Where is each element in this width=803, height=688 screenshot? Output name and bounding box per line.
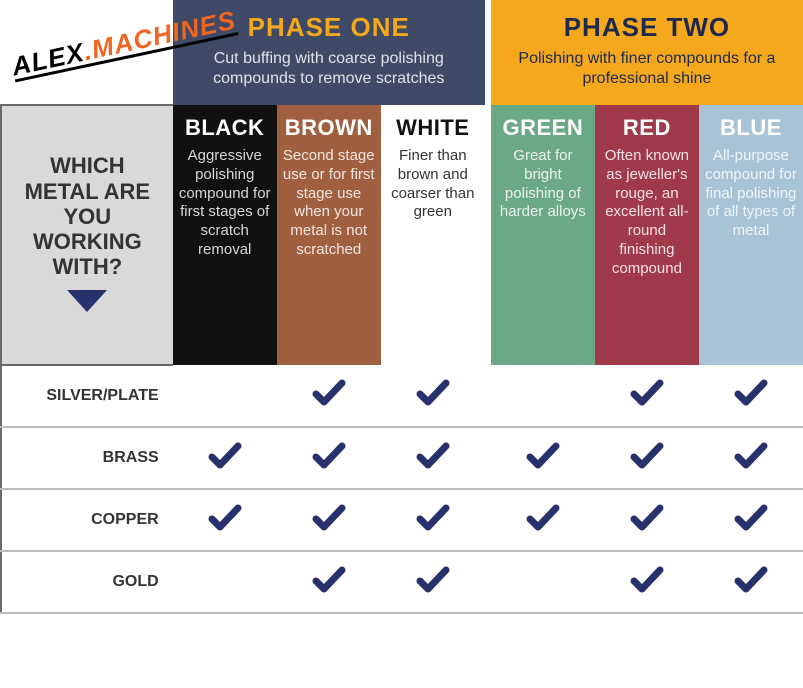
check-icon — [312, 565, 346, 600]
table-row: SILVER/PLATE — [1, 365, 803, 427]
check-cell — [277, 427, 381, 489]
check-icon — [312, 378, 346, 413]
col-desc: Aggressive polishing compound for first … — [179, 147, 271, 260]
col-name: GREEN — [497, 115, 589, 141]
phase-two-title: PHASE TWO — [497, 12, 797, 43]
check-icon — [416, 378, 450, 413]
check-icon — [734, 503, 768, 538]
col-desc: Often known as jeweller's rouge, an exce… — [601, 147, 693, 278]
col-black: BLACK Aggressive polishing compound for … — [173, 105, 277, 365]
check-cell — [491, 365, 595, 427]
check-icon — [416, 441, 450, 476]
col-white: WHITE Finer than brown and coarser than … — [381, 105, 485, 365]
check-icon — [526, 503, 560, 538]
phase-one-subtitle: Cut buffing with coarse polishing compou… — [179, 49, 479, 89]
metal-label: GOLD — [1, 551, 173, 613]
which-metal-text: WHICH METAL ARE YOU WORKING WITH? — [10, 153, 165, 279]
check-cell — [381, 489, 485, 551]
check-cell — [595, 551, 699, 613]
check-icon — [630, 441, 664, 476]
check-icon — [208, 441, 242, 476]
check-icon — [416, 503, 450, 538]
column-header-row: WHICH METAL ARE YOU WORKING WITH? BLACK … — [1, 105, 803, 365]
check-icon — [416, 565, 450, 600]
check-cell — [277, 489, 381, 551]
check-cell — [595, 365, 699, 427]
table-row: GOLD — [1, 551, 803, 613]
col-name: WHITE — [387, 115, 479, 141]
check-cell — [173, 489, 277, 551]
phase-two-header: PHASE TWO Polishing with finer compounds… — [491, 0, 803, 105]
check-icon — [630, 503, 664, 538]
which-metal-cell: WHICH METAL ARE YOU WORKING WITH? — [1, 105, 173, 365]
check-cell — [381, 365, 485, 427]
col-name: BLUE — [705, 115, 797, 141]
check-icon — [734, 378, 768, 413]
col-brown: BROWN Second stage use or for first stag… — [277, 105, 381, 365]
check-cell — [699, 551, 803, 613]
check-cell — [173, 551, 277, 613]
col-name: BLACK — [179, 115, 271, 141]
col-desc: All-purpose compound for final polishing… — [705, 147, 797, 241]
metal-label: SILVER/PLATE — [1, 365, 173, 427]
metal-label: COPPER — [1, 489, 173, 551]
check-cell — [381, 427, 485, 489]
col-desc: Second stage use or for first stage use … — [283, 147, 375, 260]
check-cell — [699, 489, 803, 551]
check-cell — [595, 489, 699, 551]
check-cell — [277, 365, 381, 427]
check-cell — [595, 427, 699, 489]
check-icon — [208, 503, 242, 538]
col-desc: Finer than brown and coarser than green — [387, 147, 479, 222]
check-icon — [312, 441, 346, 476]
check-cell — [277, 551, 381, 613]
check-icon — [734, 565, 768, 600]
table-row: BRASS — [1, 427, 803, 489]
col-green: GREEN Great for bright polishing of hard… — [491, 105, 595, 365]
table-row: COPPER — [1, 489, 803, 551]
check-cell — [173, 365, 277, 427]
check-cell — [491, 427, 595, 489]
col-name: RED — [601, 115, 693, 141]
check-cell — [491, 551, 595, 613]
metal-label: BRASS — [1, 427, 173, 489]
check-icon — [630, 565, 664, 600]
check-icon — [630, 378, 664, 413]
col-name: BROWN — [283, 115, 375, 141]
check-cell — [173, 427, 277, 489]
col-red: RED Often known as jeweller's rouge, an … — [595, 105, 699, 365]
col-blue: BLUE All-purpose compound for final poli… — [699, 105, 803, 365]
col-desc: Great for bright polishing of harder all… — [497, 147, 589, 222]
compound-chart: PHASE ONE Cut buffing with coarse polish… — [0, 0, 803, 614]
check-icon — [312, 503, 346, 538]
down-arrow-icon — [67, 290, 107, 317]
phase-two-subtitle: Polishing with finer compounds for a pro… — [497, 49, 797, 89]
check-cell — [699, 427, 803, 489]
check-cell — [699, 365, 803, 427]
check-icon — [734, 441, 768, 476]
check-icon — [526, 441, 560, 476]
check-cell — [491, 489, 595, 551]
check-cell — [381, 551, 485, 613]
